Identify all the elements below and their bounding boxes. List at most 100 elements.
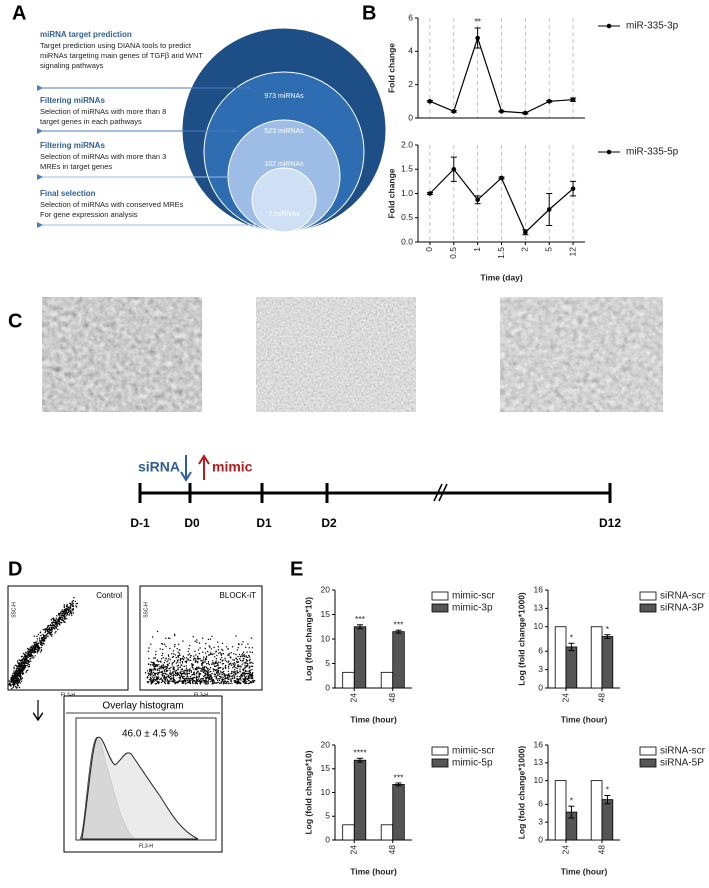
- legend-swatch: [639, 758, 657, 768]
- dot: [178, 652, 181, 655]
- panel-label: C: [8, 310, 22, 332]
- dot: [198, 679, 200, 681]
- step-title: Final selection: [40, 189, 96, 198]
- dot: [63, 606, 65, 609]
- dot: [185, 667, 188, 669]
- y-tick-label: 5: [325, 811, 330, 821]
- dot: [213, 662, 215, 664]
- dot: [45, 630, 47, 633]
- dot: [161, 670, 164, 672]
- bar: [342, 671, 355, 689]
- dot: [170, 677, 173, 679]
- dot: [18, 672, 20, 674]
- dot: [206, 673, 209, 675]
- y-tick-label: 0: [325, 682, 330, 692]
- dot: [210, 653, 212, 655]
- dot: [227, 674, 230, 677]
- dot: [17, 669, 19, 672]
- dot: [61, 613, 63, 615]
- dot: [224, 667, 227, 669]
- dot: [63, 610, 66, 612]
- dot: [75, 606, 78, 608]
- dot: [227, 670, 230, 672]
- dot: [20, 666, 22, 668]
- dot: [197, 655, 199, 658]
- dot: [53, 624, 55, 627]
- dot: [15, 669, 17, 671]
- dot: [226, 680, 229, 683]
- dot: [71, 614, 73, 616]
- dot: [210, 677, 212, 679]
- dot: [228, 652, 231, 655]
- dot: [251, 665, 254, 668]
- dot: [196, 675, 198, 677]
- dot: [16, 672, 19, 675]
- dot: [53, 621, 56, 624]
- dot: [22, 652, 25, 655]
- dot: [35, 648, 38, 651]
- y-tick-label: 1.0: [401, 188, 413, 198]
- dot: [154, 657, 156, 659]
- dot: [158, 669, 160, 672]
- dot: [243, 668, 245, 670]
- x-tick-label: 24: [349, 693, 359, 703]
- dot: [229, 682, 231, 685]
- point: [499, 109, 504, 114]
- dot: [30, 654, 33, 656]
- y-tick-label: 2: [408, 79, 413, 89]
- dot: [190, 659, 192, 662]
- dot: [239, 668, 241, 670]
- dot: [235, 667, 237, 669]
- dot: [25, 671, 27, 673]
- dot: [200, 670, 202, 672]
- step-text: miRNAs targeting main genes of TGFβ and …: [40, 51, 203, 60]
- dot: [40, 642, 42, 645]
- dot: [240, 665, 242, 667]
- annotation: ***: [394, 772, 405, 782]
- dot: [218, 652, 220, 654]
- y-tick-label: 6: [538, 646, 543, 656]
- dot: [154, 673, 156, 676]
- dot: [215, 651, 217, 653]
- point: [570, 186, 576, 191]
- plot-title: Control: [96, 591, 122, 600]
- dot: [19, 671, 22, 674]
- dot: [167, 654, 170, 656]
- dot: [185, 657, 188, 659]
- dot: [16, 660, 19, 662]
- dot: [39, 647, 41, 650]
- dot: [66, 618, 68, 620]
- dot: [227, 676, 229, 678]
- dot: [57, 628, 59, 631]
- dot: [220, 666, 222, 669]
- dot: [232, 663, 234, 665]
- dot: [16, 680, 18, 683]
- dot: [155, 682, 158, 685]
- point: [523, 230, 528, 235]
- dot: [195, 654, 197, 656]
- dot: [169, 675, 172, 678]
- dot: [37, 633, 40, 636]
- dot: [198, 680, 200, 683]
- dot: [160, 681, 163, 684]
- dot: [57, 618, 59, 620]
- dot: [165, 680, 167, 682]
- dot: [195, 657, 197, 660]
- dot: [173, 680, 176, 682]
- dot: [177, 673, 180, 676]
- dot: [156, 664, 159, 666]
- dot: [160, 658, 163, 660]
- dot: [250, 637, 253, 639]
- dot: [171, 664, 173, 666]
- dot: [220, 654, 223, 656]
- y-tick-label: 3: [538, 816, 543, 826]
- dot: [164, 670, 166, 673]
- scatter-frame: [139, 585, 263, 691]
- dot: [188, 670, 190, 672]
- dot: [224, 678, 226, 680]
- dot: [235, 672, 237, 675]
- dot: [240, 679, 242, 681]
- y-axis-label: Log (fold change*1000): [516, 592, 526, 686]
- x-axis-label: Time (hour): [350, 866, 397, 876]
- dot: [195, 682, 197, 685]
